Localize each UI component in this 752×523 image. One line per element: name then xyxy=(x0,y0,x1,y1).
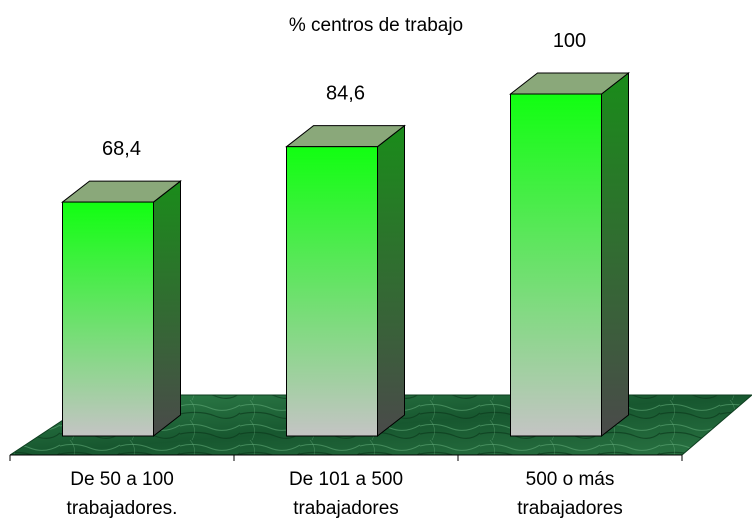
bar xyxy=(285,124,406,438)
chart-title: % centros de trabajo xyxy=(289,15,463,36)
bar-front xyxy=(62,201,154,437)
bar-side xyxy=(601,71,629,438)
x-axis xyxy=(9,454,683,461)
x-tick-label: De 101 a 500 xyxy=(289,469,403,490)
bar-series: 68,4 84,6 100 xyxy=(61,30,630,438)
x-tick-label: trabajadores xyxy=(517,498,623,519)
bar-front xyxy=(286,146,378,437)
x-tick-label: trabajadores. xyxy=(67,498,178,519)
data-label: 84,6 xyxy=(326,83,365,105)
bar-side xyxy=(153,180,181,438)
x-axis-labels: De 50 a 100 trabajadores. De 101 a 500 trab… xyxy=(67,469,623,519)
bar xyxy=(509,71,630,438)
x-tick-label: trabajadores xyxy=(293,498,399,519)
data-label: 68,4 xyxy=(102,138,141,160)
data-label: 100 xyxy=(553,30,586,52)
x-tick-label: De 50 a 100 xyxy=(70,469,174,490)
bar-front xyxy=(510,93,602,437)
bar-side xyxy=(377,124,405,438)
x-tick-label: 500 o más xyxy=(526,469,615,490)
bar xyxy=(61,180,182,438)
